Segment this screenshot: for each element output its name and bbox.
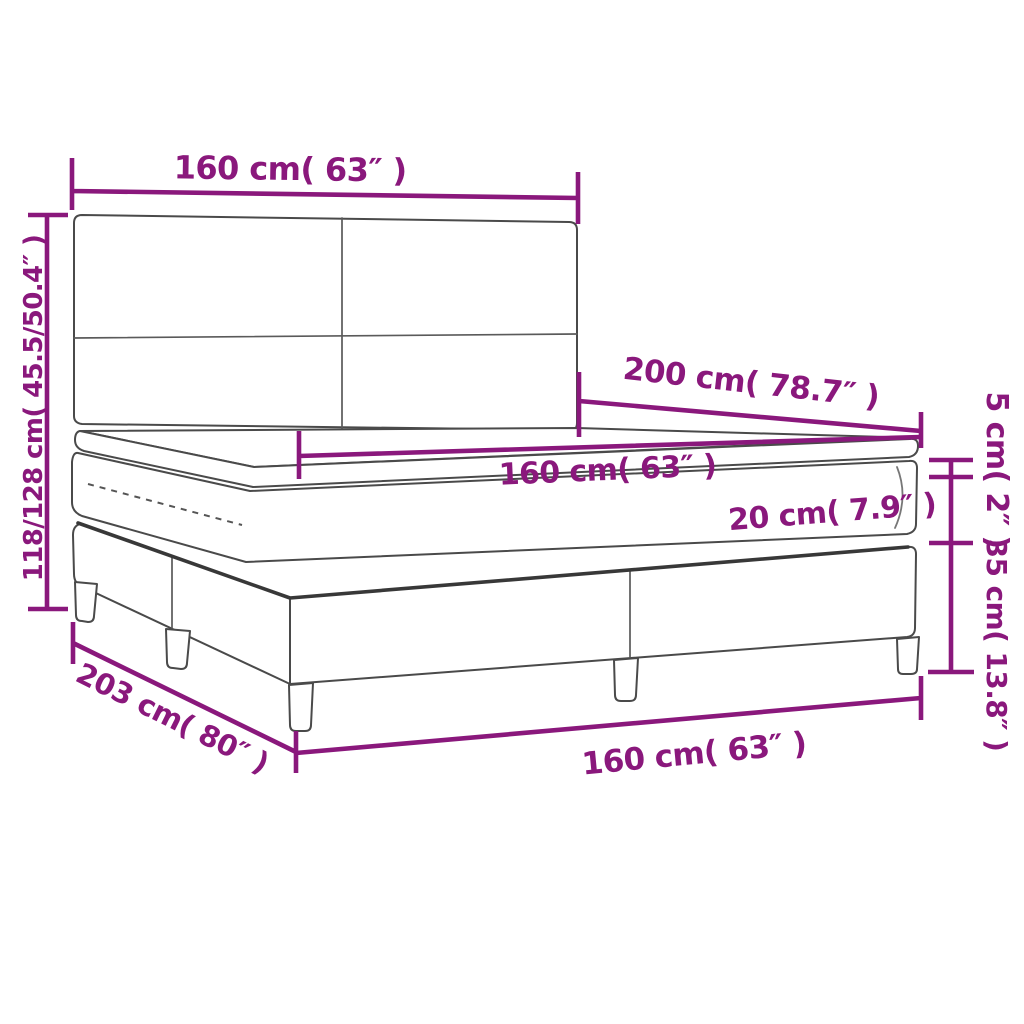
leg-front-right [896, 636, 920, 675]
dim-headboard-width-line [69, 158, 581, 224]
mattress-body [71, 451, 918, 563]
headboard [73, 214, 578, 432]
dim-topper-height-label: 5 cm( 2″ ) [979, 392, 1014, 549]
dim-overall-height-line [28, 212, 68, 612]
dim-headboard-width-label: 160 cm( 63″ ) [173, 148, 406, 189]
leg-back-left [74, 581, 98, 623]
mattress-zipper-seam [87, 483, 243, 526]
headboard-front-panel [73, 214, 578, 432]
dim-mattress-width-line [296, 431, 922, 479]
dim-base-height-label: 35 cm( 13.8″ ) [980, 539, 1013, 752]
headboard-panel-split-horizontal [73, 333, 578, 339]
mattress [71, 451, 918, 563]
dim-bed-width-label: 160 cm( 63″ ) [580, 726, 808, 783]
dim-right-bracket [928, 457, 974, 675]
dim-overall-height-label: 118/128 cm( 45.5/50.4″ ) [19, 235, 49, 581]
bed-legs [74, 581, 920, 732]
topper-side-band [74, 430, 919, 488]
bed-drawing [71, 214, 920, 732]
dim-bed-length-line [576, 372, 924, 448]
base-front-face [289, 545, 917, 685]
leg-front-left [288, 682, 314, 732]
base-top-edge [76, 521, 910, 600]
leg-mid-left [165, 628, 191, 670]
mattress-topper [74, 427, 920, 488]
dim-bed-length-label: 200 cm( 78.7″ ) [621, 351, 881, 415]
dimension-lines [28, 158, 974, 773]
mattress-end-seam [894, 466, 904, 529]
box-spring-base [72, 521, 917, 685]
dim-bed-width-line [295, 676, 924, 756]
leg-front-middle [613, 657, 639, 702]
dim-base-length-label: 203 cm( 80″ ) [71, 656, 274, 780]
